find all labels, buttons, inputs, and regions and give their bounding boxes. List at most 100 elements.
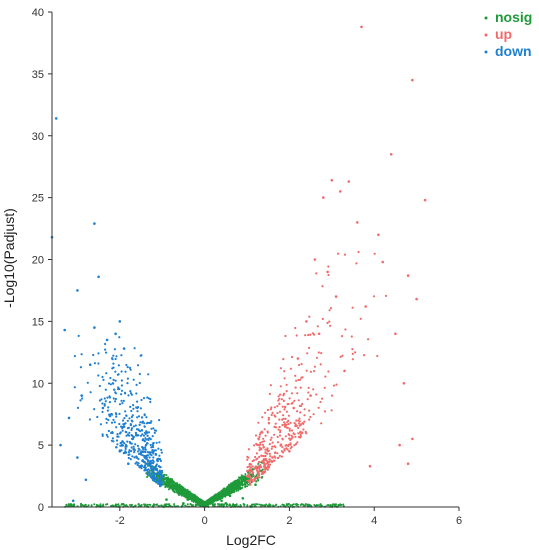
up-point <box>283 448 286 451</box>
down-point <box>88 418 91 421</box>
nosig-point <box>207 502 210 504</box>
nosig-point <box>230 485 232 487</box>
down-point <box>156 479 159 482</box>
nosig-point <box>185 491 188 494</box>
down-point <box>136 463 139 467</box>
down-point <box>114 392 117 395</box>
nosig-point <box>134 504 137 507</box>
up-point <box>264 434 267 437</box>
nosig-point <box>230 482 233 485</box>
y-tick-label: 25 <box>32 193 44 205</box>
up-point <box>305 320 308 323</box>
up-point <box>262 446 265 449</box>
down-point <box>156 459 159 462</box>
up-point <box>246 458 249 461</box>
nosig-point <box>227 488 230 491</box>
down-point <box>105 372 108 375</box>
nosig-point <box>155 503 158 506</box>
down-point <box>131 455 134 458</box>
legend-label-up: up <box>495 26 512 42</box>
nosig-point <box>216 499 219 502</box>
up-point <box>281 405 284 408</box>
down-point <box>159 459 162 462</box>
nosig-point <box>80 504 82 507</box>
up-point <box>273 459 276 462</box>
up-point <box>271 411 274 414</box>
nosig-point <box>187 493 190 496</box>
nosig-point <box>176 486 179 489</box>
down-point <box>144 446 147 449</box>
up-point <box>278 402 281 405</box>
down-point <box>126 440 129 443</box>
up-point <box>267 421 270 424</box>
nosig-point <box>228 494 232 498</box>
nosig-point <box>333 503 336 506</box>
down-point <box>122 452 125 455</box>
nosig-point <box>99 504 102 507</box>
nosig-point <box>231 491 234 494</box>
down-point <box>117 373 120 376</box>
up-point <box>278 434 282 437</box>
up-point <box>278 418 281 421</box>
down-point <box>144 450 147 454</box>
down-point <box>151 459 154 462</box>
y-tick-label: 35 <box>32 69 44 81</box>
nosig-point <box>215 494 218 497</box>
up-point <box>282 399 285 402</box>
down-point <box>135 461 138 464</box>
up-point <box>308 346 311 349</box>
nosig-point <box>165 498 168 501</box>
up-point <box>313 258 317 261</box>
down-point <box>143 414 146 417</box>
nosig-point <box>120 503 123 506</box>
up-point <box>312 388 315 391</box>
down-point <box>122 347 126 350</box>
up-point <box>280 455 284 458</box>
up-point <box>364 305 368 308</box>
up-point <box>249 466 252 469</box>
plot-area <box>50 25 427 508</box>
up-point <box>281 423 284 427</box>
down-point <box>124 410 127 413</box>
nosig-point <box>241 477 244 480</box>
down-point <box>101 402 104 405</box>
nosig-point <box>236 481 239 484</box>
up-point <box>262 459 265 462</box>
up-point <box>377 233 380 237</box>
up-point <box>294 386 297 389</box>
up-point <box>271 456 274 459</box>
nosig-point <box>232 484 234 487</box>
down-point <box>132 448 135 451</box>
up-point <box>303 414 306 417</box>
up-point <box>257 421 260 424</box>
up-point <box>258 435 261 439</box>
down-point <box>128 366 132 369</box>
up-point <box>305 432 308 435</box>
up-point <box>330 179 334 182</box>
down-point <box>110 421 114 424</box>
up-point <box>283 370 286 373</box>
nosig-point <box>161 483 164 486</box>
down-point <box>141 429 144 432</box>
down-point <box>139 407 142 410</box>
down-point <box>150 420 153 423</box>
up-point <box>339 190 342 193</box>
up-point <box>313 370 316 373</box>
nosig-point <box>73 504 76 507</box>
nosig-point <box>212 499 215 501</box>
up-point <box>344 328 347 331</box>
up-point <box>298 417 301 420</box>
up-point <box>297 426 300 430</box>
nosig-point <box>208 498 211 500</box>
down-point <box>76 289 79 292</box>
up-point <box>311 332 314 335</box>
up-point <box>260 454 263 457</box>
nosig-point <box>258 503 261 506</box>
down-point <box>136 364 140 367</box>
down-point <box>135 392 138 395</box>
up-point <box>246 455 249 458</box>
up-point <box>279 443 283 447</box>
down-point <box>143 431 146 434</box>
nosig-point <box>186 498 189 501</box>
down-point <box>124 447 127 450</box>
